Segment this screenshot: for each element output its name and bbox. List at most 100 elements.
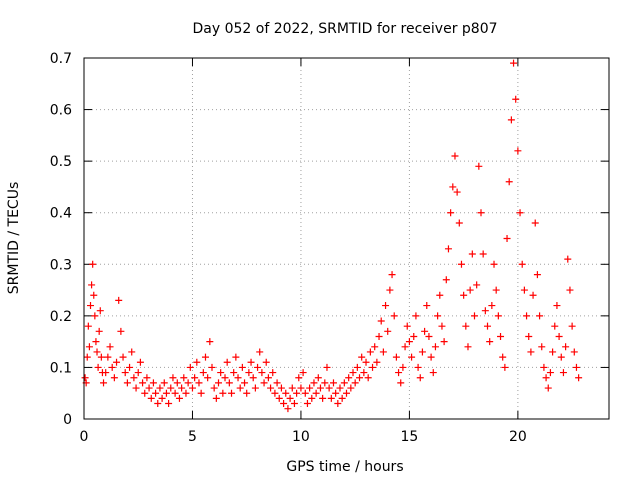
data-point (225, 379, 233, 387)
data-point (512, 95, 520, 103)
data-point (165, 400, 173, 408)
data-point (518, 260, 526, 268)
data-point (264, 374, 272, 382)
data-point (215, 379, 223, 387)
data-point (399, 363, 407, 371)
data-point (460, 291, 468, 299)
data-point (464, 343, 472, 351)
data-point (423, 302, 431, 310)
data-point (427, 353, 435, 361)
data-point (470, 312, 478, 320)
data-point (88, 281, 96, 289)
data-point (197, 389, 205, 397)
data-point (358, 353, 366, 361)
data-point (436, 291, 444, 299)
data-point (184, 379, 192, 387)
data-point (449, 183, 457, 191)
data-point (275, 394, 283, 402)
x-tick-label: 15 (400, 429, 418, 445)
data-point (113, 358, 121, 366)
data-point (345, 374, 353, 382)
data-point (280, 400, 288, 408)
data-point (356, 374, 364, 382)
data-point (525, 332, 533, 340)
data-point (395, 369, 403, 377)
data-point (377, 317, 385, 325)
data-point (173, 379, 181, 387)
data-point (316, 384, 324, 392)
data-point (360, 369, 368, 377)
data-point (110, 374, 118, 382)
data-point (102, 369, 110, 377)
data-point (180, 374, 188, 382)
x-tick-label: 0 (80, 429, 89, 445)
data-point (262, 358, 270, 366)
data-point (206, 338, 214, 346)
data-point (217, 369, 225, 377)
data-point (338, 394, 346, 402)
data-point (95, 327, 103, 335)
data-point (230, 369, 238, 377)
data-point (431, 343, 439, 351)
data-point (434, 312, 442, 320)
data-point (149, 379, 157, 387)
data-point (414, 363, 422, 371)
data-point (169, 374, 177, 382)
data-point (94, 363, 102, 371)
data-point (551, 322, 559, 330)
data-point (473, 281, 481, 289)
data-point (570, 348, 578, 356)
data-point (505, 178, 513, 186)
data-point (323, 363, 331, 371)
data-point (123, 379, 131, 387)
data-point (108, 363, 116, 371)
data-point (84, 322, 92, 330)
data-point (299, 369, 307, 377)
data-point (119, 353, 127, 361)
data-point (371, 343, 379, 351)
data-point (429, 369, 437, 377)
data-point (83, 353, 91, 361)
data-point (201, 353, 209, 361)
data-point (440, 338, 448, 346)
data-point (455, 219, 463, 227)
data-point (557, 353, 565, 361)
y-tick-label: 0.5 (50, 154, 72, 170)
data-point (497, 332, 505, 340)
data-point (249, 374, 257, 382)
data-point (375, 332, 383, 340)
data-point (130, 374, 138, 382)
data-point (369, 363, 377, 371)
data-point (92, 338, 100, 346)
data-point (147, 394, 155, 402)
data-point (572, 363, 580, 371)
data-point (488, 302, 496, 310)
data-point (575, 374, 583, 382)
data-point (343, 389, 350, 397)
data-point (566, 286, 574, 294)
data-point (327, 394, 335, 402)
data-point (468, 250, 476, 258)
data-point (401, 343, 409, 351)
data-point (89, 260, 97, 268)
data-point (128, 348, 136, 356)
data-point (373, 358, 381, 366)
data-point (533, 271, 541, 279)
data-point (546, 369, 554, 377)
x-axis-label: GPS time / hours (286, 459, 403, 475)
data-point (353, 363, 361, 371)
data-point (457, 260, 465, 268)
data-point (421, 327, 429, 335)
data-point (484, 322, 492, 330)
y-axis-label: SRMTID / TECUs (6, 182, 22, 295)
data-point (126, 363, 134, 371)
data-point (204, 374, 212, 382)
data-point (97, 353, 105, 361)
data-point (362, 358, 370, 366)
data-point (134, 369, 142, 377)
data-point (325, 384, 333, 392)
data-point (340, 379, 348, 387)
data-point (136, 358, 144, 366)
data-point (208, 363, 216, 371)
